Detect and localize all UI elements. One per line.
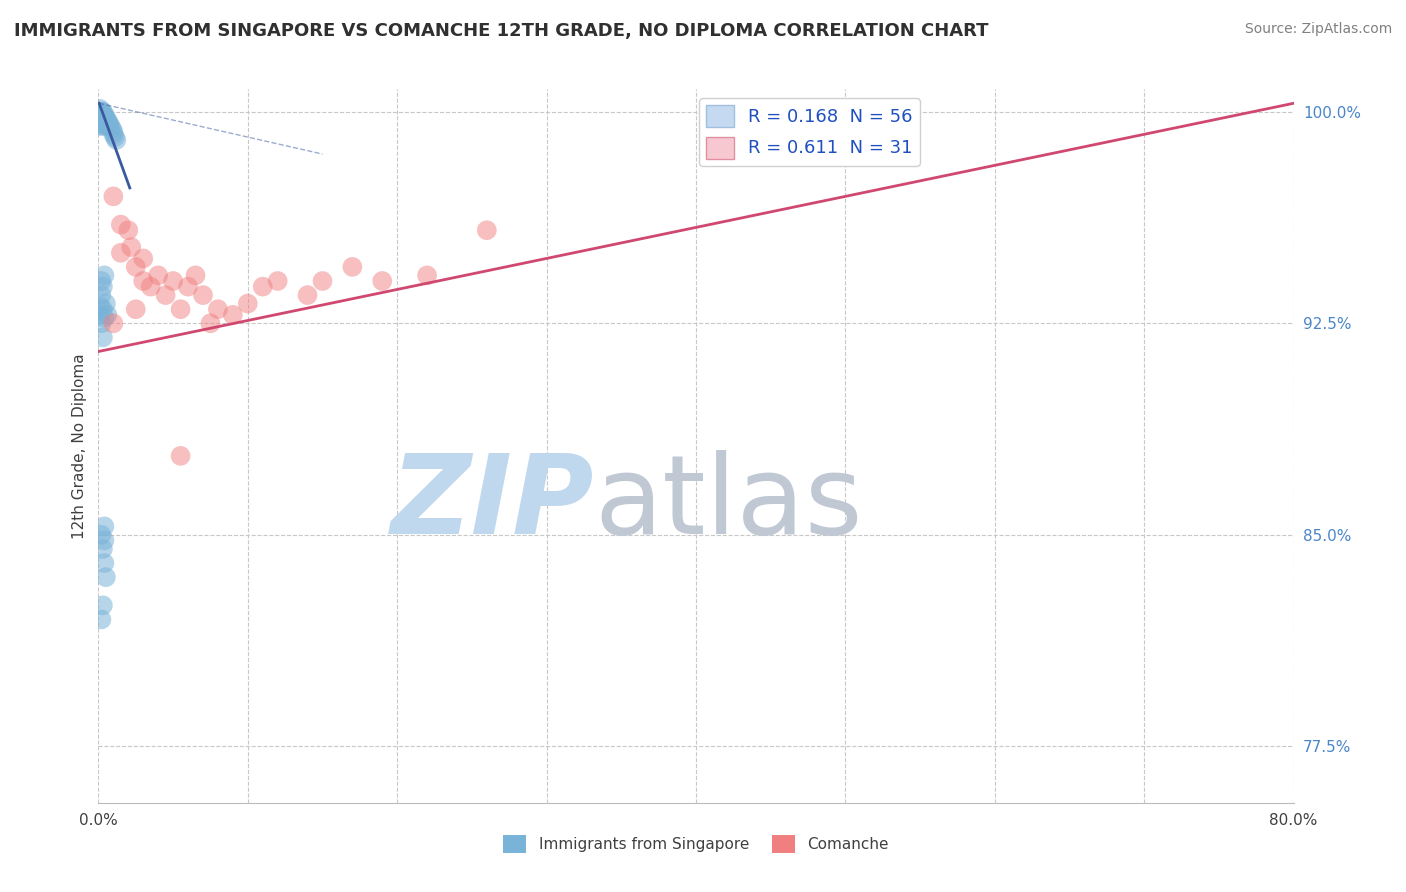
Point: [169, 449, 191, 463]
Point: [94, 296, 117, 310]
Point: [93, 107, 115, 121]
Point: [93, 113, 115, 128]
Point: [475, 223, 498, 237]
Point: [103, 316, 125, 330]
Point: [101, 121, 124, 136]
Text: atlas: atlas: [595, 450, 863, 557]
Y-axis label: 12th Grade, No Diploma: 12th Grade, No Diploma: [72, 353, 87, 539]
Point: [125, 302, 148, 317]
Point: [89, 299, 111, 313]
Point: [93, 268, 115, 283]
Point: [90, 113, 112, 128]
Point: [117, 223, 139, 237]
Point: [105, 133, 128, 147]
Point: [93, 533, 115, 548]
Point: [169, 302, 191, 317]
Point: [90, 111, 112, 125]
Point: [125, 260, 148, 274]
Point: [91, 116, 114, 130]
Point: [90, 104, 112, 119]
Point: [91, 599, 114, 613]
Point: [90, 274, 112, 288]
Point: [89, 102, 111, 116]
Point: [91, 113, 114, 128]
Point: [91, 111, 114, 125]
Point: [236, 296, 259, 310]
Point: [200, 316, 222, 330]
Point: [91, 541, 114, 556]
Point: [94, 113, 117, 128]
Point: [89, 111, 111, 125]
Point: [103, 128, 125, 142]
Point: [90, 107, 112, 121]
Point: [252, 279, 274, 293]
Point: [90, 316, 112, 330]
Point: [184, 268, 207, 283]
Text: Source: ZipAtlas.com: Source: ZipAtlas.com: [1244, 22, 1392, 37]
Point: [89, 119, 111, 133]
Point: [311, 274, 333, 288]
Point: [222, 308, 245, 322]
Point: [89, 116, 111, 130]
Point: [91, 104, 114, 119]
Point: [91, 119, 114, 133]
Point: [89, 104, 111, 119]
Point: [90, 528, 112, 542]
Point: [90, 612, 112, 626]
Point: [132, 274, 155, 288]
Point: [91, 107, 114, 121]
Point: [267, 274, 290, 288]
Point: [155, 288, 177, 302]
Legend: Immigrants from Singapore, Comanche: Immigrants from Singapore, Comanche: [498, 829, 894, 859]
Point: [97, 119, 120, 133]
Point: [148, 268, 170, 283]
Point: [110, 218, 132, 232]
Point: [89, 107, 111, 121]
Point: [94, 570, 117, 584]
Point: [191, 288, 214, 302]
Point: [416, 268, 439, 283]
Point: [97, 116, 120, 130]
Point: [132, 252, 155, 266]
Point: [89, 113, 111, 128]
Point: [104, 130, 127, 145]
Point: [103, 124, 125, 138]
Point: [91, 302, 114, 317]
Point: [89, 308, 111, 322]
Point: [93, 310, 115, 325]
Point: [91, 330, 114, 344]
Point: [93, 111, 115, 125]
Point: [93, 116, 115, 130]
Point: [103, 189, 125, 203]
Point: [96, 308, 118, 322]
Point: [96, 116, 118, 130]
Point: [94, 116, 117, 130]
Point: [371, 274, 394, 288]
Point: [93, 556, 115, 570]
Point: [91, 279, 114, 293]
Point: [177, 279, 200, 293]
Point: [110, 245, 132, 260]
Point: [139, 279, 162, 293]
Text: IMMIGRANTS FROM SINGAPORE VS COMANCHE 12TH GRADE, NO DIPLOMA CORRELATION CHART: IMMIGRANTS FROM SINGAPORE VS COMANCHE 12…: [14, 22, 988, 40]
Point: [90, 288, 112, 302]
Point: [93, 519, 115, 533]
Point: [94, 111, 117, 125]
Point: [90, 116, 112, 130]
Text: ZIP: ZIP: [391, 450, 595, 557]
Point: [120, 240, 142, 254]
Point: [162, 274, 184, 288]
Point: [96, 113, 118, 128]
Point: [297, 288, 319, 302]
Point: [342, 260, 364, 274]
Point: [98, 119, 122, 133]
Point: [207, 302, 229, 317]
Point: [94, 119, 117, 133]
